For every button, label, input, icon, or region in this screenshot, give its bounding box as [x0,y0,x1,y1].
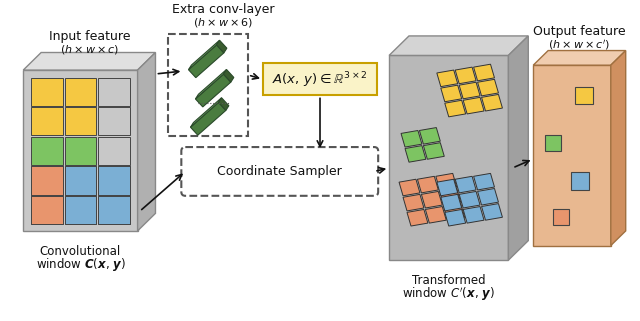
Text: Input feature: Input feature [49,30,130,43]
Bar [65,167,97,195]
Polygon shape [195,69,227,99]
Text: window $\boldsymbol{C'}$($\boldsymbol{x}$, $\boldsymbol{y}$): window $\boldsymbol{C'}$($\boldsymbol{x}… [403,285,495,303]
Polygon shape [223,69,234,82]
Bar [571,172,589,190]
Polygon shape [138,53,156,231]
Polygon shape [437,70,458,87]
Text: $(h \times w \times 6)$: $(h \times w \times 6)$ [193,16,253,29]
Bar [98,196,130,224]
Polygon shape [474,64,495,81]
Polygon shape [191,102,226,135]
Bar [65,196,97,224]
Polygon shape [195,74,231,107]
Polygon shape [474,173,495,190]
Bar [98,78,130,106]
Polygon shape [481,204,502,220]
Text: Transformed: Transformed [412,274,486,287]
Bar [98,196,130,224]
Text: $(h \times w \times c)$: $(h \times w \times c)$ [60,43,119,56]
Bar [31,108,63,135]
Polygon shape [445,210,466,226]
Polygon shape [389,56,508,260]
Bar [65,137,97,165]
Bar [98,167,130,195]
Polygon shape [437,179,458,196]
Text: $A(x,\, y) \in \mathbb{R}^{3\times 2}$: $A(x,\, y) \in \mathbb{R}^{3\times 2}$ [272,71,368,90]
Polygon shape [407,210,428,226]
Polygon shape [421,191,442,208]
Polygon shape [401,131,422,147]
Polygon shape [189,40,220,70]
Bar [553,210,569,225]
Polygon shape [218,98,229,110]
Bar [98,137,130,165]
Polygon shape [463,97,484,114]
Text: $(h \times w \times c')$: $(h \times w \times c')$ [548,38,611,52]
Bar [545,135,561,151]
Polygon shape [463,206,484,223]
Polygon shape [440,188,461,205]
Text: Convolutional: Convolutional [40,245,121,257]
Bar [65,196,97,224]
Polygon shape [441,85,461,102]
Bar [65,78,97,106]
Bar [65,167,97,195]
Polygon shape [23,70,138,231]
Text: Coordinate Sampler: Coordinate Sampler [218,165,342,178]
Polygon shape [533,65,611,246]
Text: window $\boldsymbol{C}$($\boldsymbol{x}$, $\boldsymbol{y}$): window $\boldsymbol{C}$($\boldsymbol{x}$… [35,256,125,273]
Bar [98,167,130,195]
Polygon shape [399,179,420,196]
Polygon shape [445,100,466,117]
Bar [575,87,593,104]
Polygon shape [403,194,424,211]
Polygon shape [477,79,499,96]
Bar [31,196,63,224]
Polygon shape [189,45,224,78]
Bar [31,167,63,195]
Polygon shape [216,40,227,53]
Polygon shape [481,94,502,111]
Polygon shape [477,188,499,205]
Polygon shape [611,50,626,246]
Text: Output feature: Output feature [533,25,626,38]
Bar [31,78,63,106]
Bar [168,34,248,136]
Bar [31,167,63,195]
Polygon shape [419,127,440,144]
Polygon shape [533,50,626,65]
Bar [31,196,63,224]
Polygon shape [436,173,457,190]
Polygon shape [444,204,465,220]
Bar [263,63,377,95]
Polygon shape [441,194,461,211]
Polygon shape [455,176,476,193]
Polygon shape [426,206,446,223]
Polygon shape [508,36,528,260]
Polygon shape [459,191,480,208]
Bar [65,108,97,135]
Polygon shape [405,146,426,162]
Polygon shape [191,98,221,127]
Polygon shape [459,82,480,99]
Polygon shape [23,53,156,70]
Polygon shape [389,36,528,56]
Bar [31,137,63,165]
Polygon shape [424,143,444,159]
Bar [98,108,130,135]
Text: Extra conv-layer: Extra conv-layer [172,4,275,16]
Polygon shape [455,67,476,84]
FancyBboxPatch shape [181,147,378,196]
Polygon shape [417,176,438,193]
